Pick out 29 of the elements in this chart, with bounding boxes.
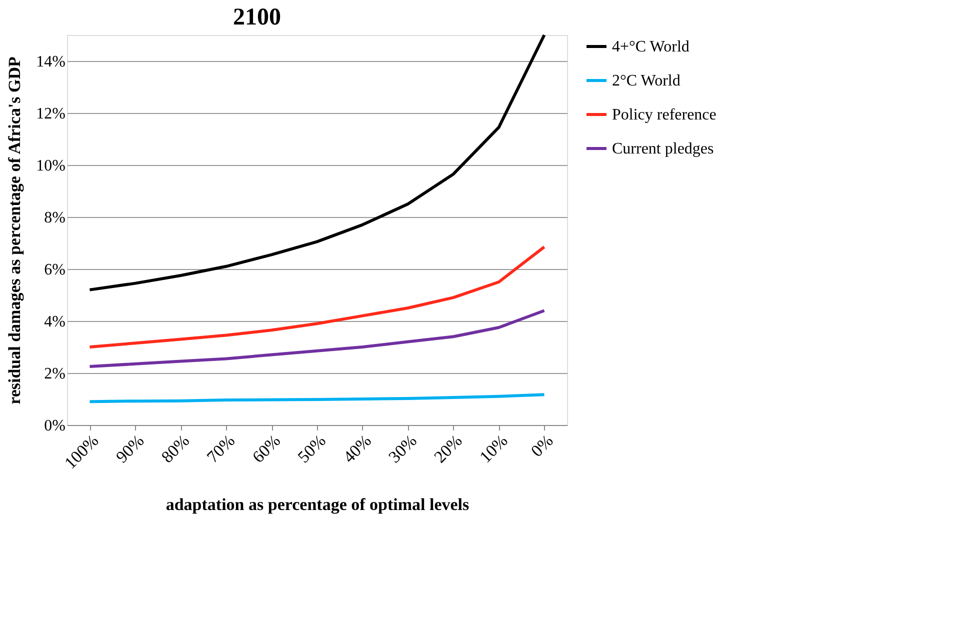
legend-label: 2°C World [612,72,680,90]
x-tick-label: 60% [248,431,284,467]
line-series [88,393,546,404]
x-tick-label: 40% [340,431,375,467]
y-tick-label: 2% [44,366,66,382]
x-tick-label: 50% [294,431,330,467]
chart-title: 2100 [233,4,281,30]
x-tick-label: 10% [476,431,512,467]
y-tick-label: 10% [36,158,66,174]
x-tick-label: 20% [430,431,466,467]
line-series [88,245,546,348]
y-axis-title: residual damages as percentage of Africa's GDP [5,56,24,404]
y-tick-label: 8% [44,210,66,226]
x-tick-label: 70% [203,431,239,467]
y-tick-label: 6% [44,262,66,278]
x-tick-label: 30% [384,431,420,467]
x-tick-label: 0% [527,431,557,461]
legend-label: Policy reference [612,106,716,124]
y-tick-label: 0% [44,418,66,434]
x-axis-title: adaptation as percentage of optimal levels [166,494,470,514]
legend-label: 4+°C World [612,38,690,56]
y-tick-label: 4% [44,314,66,330]
x-tick-label: 80% [158,431,194,467]
y-tick-label: 14% [36,54,66,70]
legend-label: Current pledges [612,140,714,158]
y-tick-label: 12% [36,106,66,122]
line-series [88,34,546,292]
x-tick-label: 90% [112,431,148,467]
line-series [88,309,546,368]
